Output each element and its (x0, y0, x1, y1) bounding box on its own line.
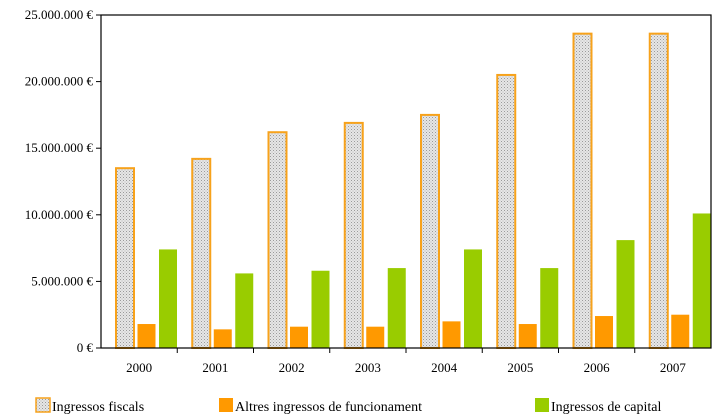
y-tick-label: 10.000.000 € (25, 207, 94, 222)
bar-ingressos-de-capital-2001 (235, 273, 254, 348)
x-tick-label: 2005 (507, 360, 533, 375)
bar-ingressos-fiscals-2003 (343, 121, 364, 349)
bar-ingressos-de-capital-2002 (311, 270, 330, 348)
bar-ingressos-de-capital-2003 (387, 268, 406, 348)
bar-altres-ingressos-de-funcionament-2004 (442, 321, 461, 348)
y-tick-label: 0 € (77, 340, 94, 355)
bars (115, 32, 711, 350)
x-axis-labels: 2000 2001 2002 2003 2004 2005 2006 2007 (126, 348, 686, 375)
x-tick-label: 2002 (279, 360, 305, 375)
legend: Ingressos fiscals Altres ingressos de fun… (35, 397, 662, 415)
legend-swatch (35, 397, 51, 413)
bar-ingressos-fiscals-2004 (420, 113, 440, 350)
bar-ingressos-fiscals-2006 (572, 32, 593, 349)
bar-ingressos-de-capital-2006 (616, 240, 635, 348)
y-tick-label: 20.000.000 € (25, 74, 94, 89)
y-axis-ticks: 0 € 5.000.000 € 10.000.000 € 15.000.000 € 20… (25, 7, 101, 355)
bar-altres-ingressos-de-funcionament-2001 (213, 329, 232, 348)
legend-swatch (535, 398, 549, 412)
bar-altres-ingressos-de-funcionament-2000 (137, 324, 156, 348)
bar-ingressos-fiscals-2005 (496, 73, 517, 349)
bar-altres-ingressos-de-funcionament-2005 (518, 324, 537, 348)
legend-label: Ingressos fiscals (52, 400, 144, 415)
x-tick-label: 2003 (355, 360, 381, 375)
legend-swatch (219, 398, 233, 412)
y-tick-label: 15.000.000 € (25, 140, 94, 155)
bar-ingressos-fiscals-2002 (267, 131, 288, 349)
x-tick-label: 2004 (431, 360, 458, 375)
x-tick-label: 2007 (660, 360, 687, 375)
legend-label: Ingressos de capital (551, 400, 662, 415)
legend-label: Altres ingressos de funcionament (235, 400, 422, 415)
bar-altres-ingressos-de-funcionament-2003 (366, 326, 385, 348)
bar-ingressos-de-capital-2000 (159, 249, 177, 348)
bar-ingressos-fiscals-2001 (191, 157, 212, 349)
y-tick-label: 5.000.000 € (31, 273, 93, 288)
x-tick-label: 2001 (202, 360, 228, 375)
bar-ingressos-de-capital-2004 (464, 249, 482, 348)
bar-ingressos-fiscals-2007 (648, 32, 669, 349)
y-tick-label: 25.000.000 € (25, 7, 94, 22)
bar-ingressos-de-capital-2007 (692, 213, 711, 348)
bar-altres-ingressos-de-funcionament-2002 (290, 326, 308, 348)
plot-area-frame (100, 14, 712, 349)
bar-altres-ingressos-de-funcionament-2007 (671, 314, 690, 348)
bar-ingressos-de-capital-2005 (540, 268, 559, 348)
x-tick-label: 2006 (584, 360, 611, 375)
bar-altres-ingressos-de-funcionament-2006 (595, 316, 613, 348)
x-tick-label: 2000 (126, 360, 152, 375)
bar-ingressos-fiscals-2000 (115, 167, 135, 349)
